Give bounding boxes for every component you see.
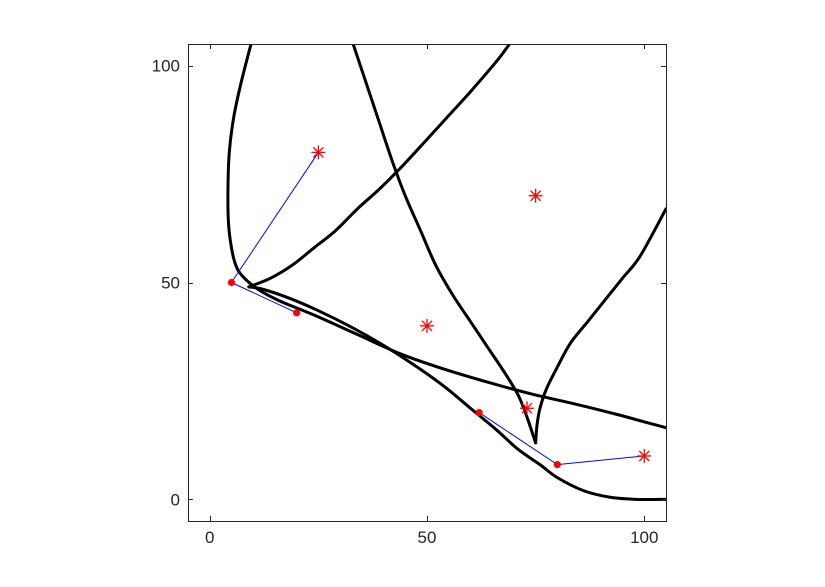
ticks-layer: 0 50 100 0 50 100 (152, 44, 666, 547)
link-2 (231, 282, 297, 314)
star-marker-2 (528, 188, 543, 203)
curve-2 (247, 44, 512, 289)
star-marker-4 (519, 401, 534, 416)
links-layer (231, 152, 645, 466)
star-marker-1 (311, 145, 326, 160)
star-stroke (530, 190, 542, 202)
y-tick-label: 50 (161, 274, 180, 293)
y-tick-label: 100 (152, 57, 180, 76)
star-stroke (312, 146, 324, 158)
star-marker-3 (420, 318, 434, 333)
markers-layer (227, 145, 652, 469)
dot-marker-4 (553, 461, 561, 469)
star-stroke (421, 320, 433, 332)
curves-layer (226, 44, 666, 501)
y-tick-label: 0 (171, 490, 180, 509)
curve-1 (247, 285, 666, 501)
link-1 (231, 152, 319, 283)
star-marker-5 (637, 448, 652, 463)
x-tick-label: 0 (205, 528, 214, 547)
curve-5 (226, 44, 666, 430)
x-tick-label: 50 (418, 528, 437, 547)
dot-marker-2 (293, 309, 301, 317)
dot-marker-3 (475, 408, 483, 417)
curve-4 (534, 207, 666, 445)
curve-3 (351, 44, 538, 445)
star-stroke (638, 450, 650, 462)
x-tick-label: 100 (630, 528, 658, 547)
dot-marker-1 (227, 278, 236, 287)
star-stroke (521, 402, 533, 414)
